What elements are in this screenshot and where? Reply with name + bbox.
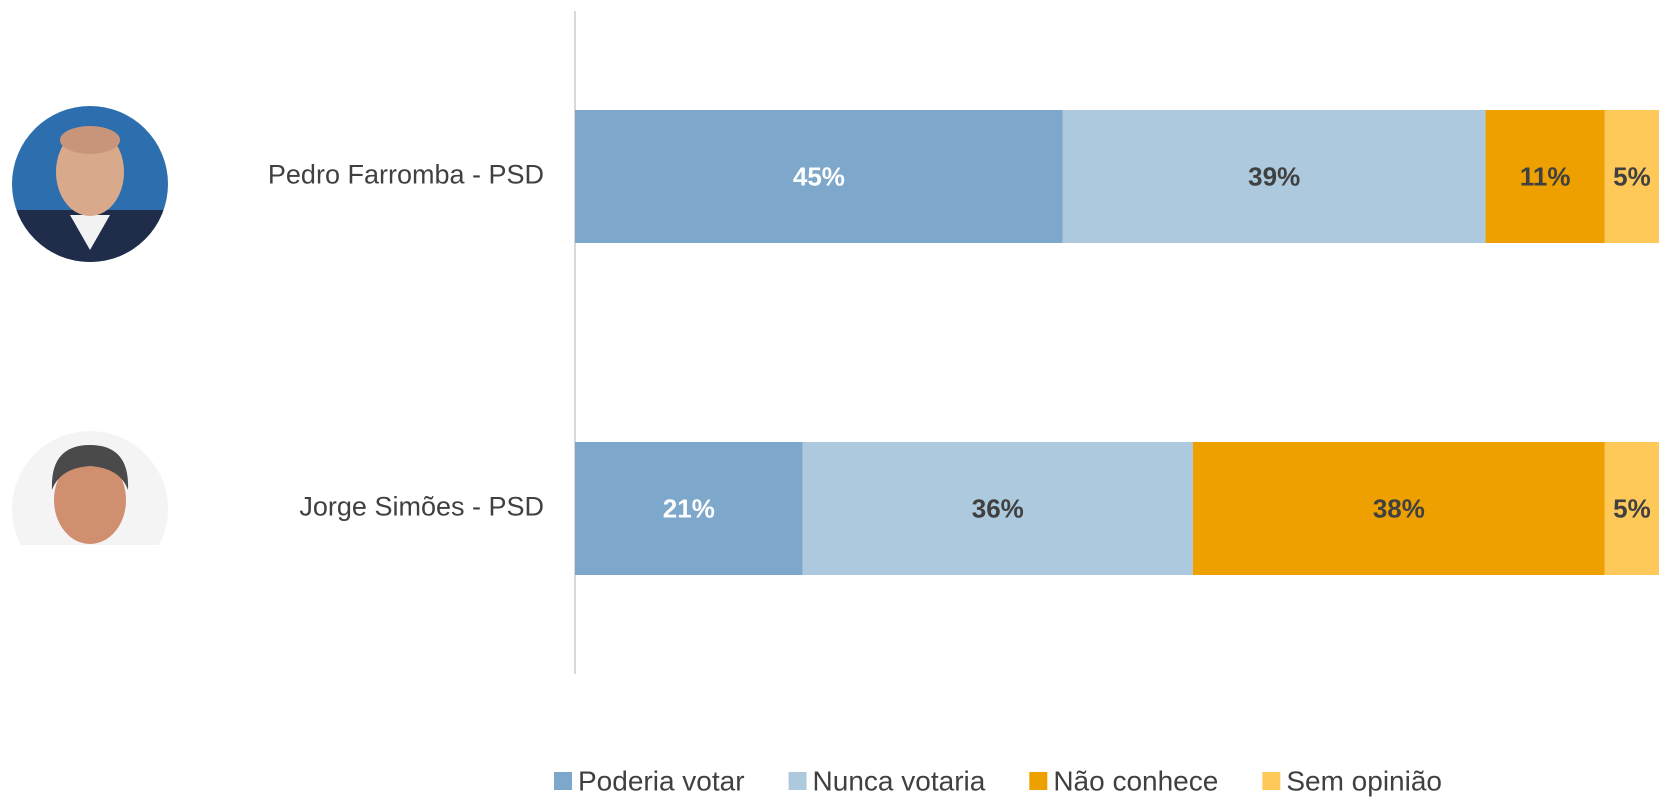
value-label: 5% xyxy=(1613,493,1651,523)
bar-segment xyxy=(575,442,803,575)
value-label: 5% xyxy=(1613,161,1651,191)
legend-swatch xyxy=(1029,772,1048,790)
bar-segment xyxy=(1485,110,1605,243)
value-label: 11% xyxy=(1520,161,1571,191)
legend-label: Nunca votaria xyxy=(813,765,986,796)
bar-segment xyxy=(1192,442,1605,575)
candidate-photo xyxy=(12,431,168,587)
legend-label: Sem opinião xyxy=(1286,765,1442,796)
legend-label: Poderia votar xyxy=(578,765,745,796)
candidate-photo xyxy=(12,106,168,262)
bar-segment xyxy=(1604,110,1659,243)
bar-segment xyxy=(1062,110,1486,243)
bar-segment xyxy=(575,110,1063,243)
value-label: 38% xyxy=(1373,493,1425,523)
value-label: 36% xyxy=(972,493,1024,523)
legend-swatch xyxy=(788,772,807,790)
value-label: 45% xyxy=(793,161,845,191)
legend-swatch xyxy=(554,772,572,790)
value-label: 39% xyxy=(1248,161,1300,191)
legend-label: Não conhece xyxy=(1053,765,1218,796)
category-label: Pedro Farromba - PSD xyxy=(268,160,544,190)
value-label: 21% xyxy=(663,493,715,523)
legend-swatch xyxy=(1262,772,1281,790)
category-label: Jorge Simões - PSD xyxy=(299,492,544,522)
bar-segment xyxy=(802,442,1193,575)
bar-segment xyxy=(1604,442,1659,575)
